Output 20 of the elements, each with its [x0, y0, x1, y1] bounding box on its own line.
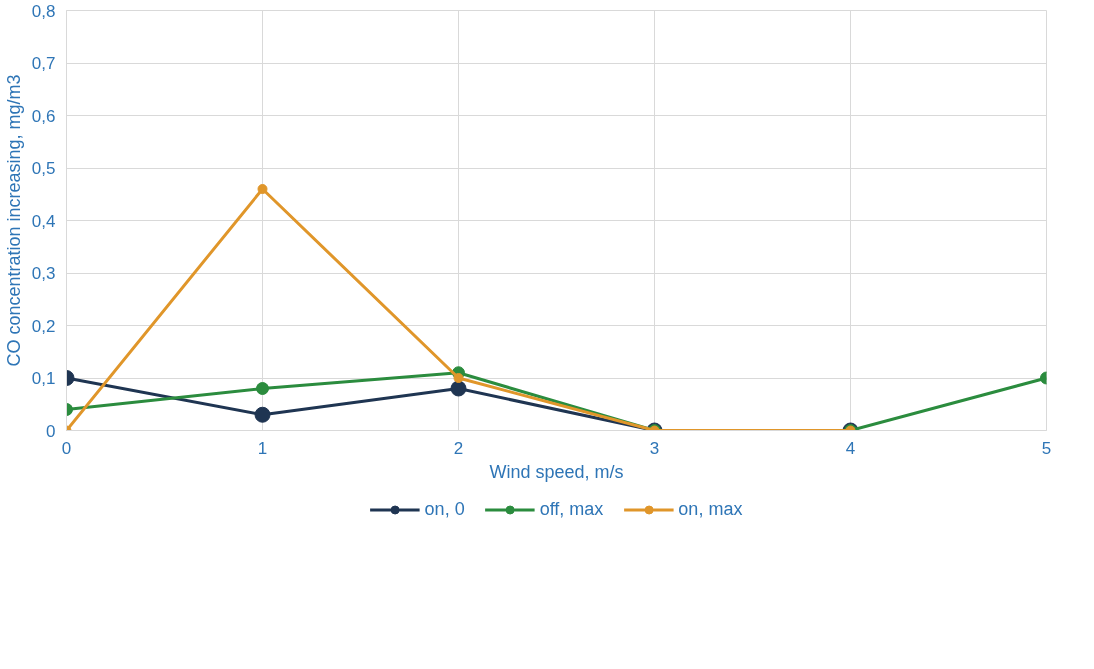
- x-tick-label: 3: [649, 438, 660, 458]
- x-tick-label: 1: [257, 438, 268, 458]
- y-tick-label: 0,1: [31, 369, 56, 388]
- legend-label: off, max: [539, 498, 604, 520]
- y-tick-label: 0,4: [31, 211, 56, 231]
- y-tick-label: 0,6: [31, 106, 56, 126]
- y-tick-label: 0,3: [31, 264, 56, 283]
- y-tick-label: 0,2: [31, 316, 56, 336]
- y-tick-label: 0,8: [31, 1, 56, 21]
- x-tick-label: 4: [845, 438, 856, 458]
- x-tick-label: 5: [1041, 438, 1052, 458]
- x-axis-title: Wind speed, m/s: [489, 461, 624, 482]
- y-tick-label: 0,7: [31, 54, 56, 73]
- legend-label: on, 0: [424, 498, 465, 520]
- y-tick-label: 0,5: [31, 159, 56, 178]
- x-tick-label: 0: [61, 438, 72, 458]
- x-tick-label: 2: [453, 438, 464, 458]
- legend-label: on, max: [678, 498, 743, 520]
- y-axis-title: CO concentration increasing, mg/m3: [3, 74, 24, 367]
- y-tick-label: 0: [46, 421, 56, 441]
